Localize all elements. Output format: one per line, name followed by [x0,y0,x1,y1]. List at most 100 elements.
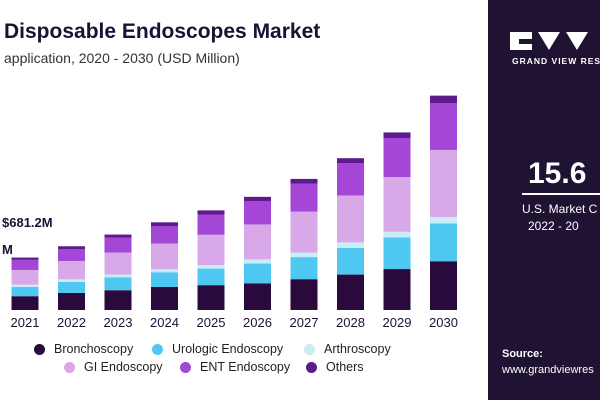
bar-2027-others [290,178,318,184]
forecast-range: 2022 - 20 [528,219,579,233]
bar-2027-gi-endoscopy [290,211,318,253]
x-tick-label-2030: 2030 [429,315,458,330]
bar-2029-others [383,132,411,138]
x-tick-label-2026: 2026 [243,315,272,330]
legend-dot-bronchoscopy [34,343,45,355]
legend-item-gi-endoscopy: GI Endoscopy [64,360,163,374]
bar-2025-urologic-endoscopy [197,268,225,286]
grand-view-logo-icon [510,32,588,50]
bar-2024-ent-endoscopy [151,226,178,244]
x-tick-label-2025: 2025 [197,315,226,330]
bar-2026-gi-endoscopy [244,224,271,260]
legend-item-urologic-endoscopy: Urologic Endoscopy [152,342,283,356]
legend-label-ent-endoscopy: ENT Endoscopy [200,360,291,374]
bar-2026-arthroscopy [244,259,271,264]
bar-2029-urologic-endoscopy [383,237,411,270]
legend-label-others: Others [326,360,364,374]
partial-value-annotation: M [2,242,13,257]
bar-2025-gi-endoscopy [197,234,225,266]
bar-2024-bronchoscopy [151,287,178,310]
bar-2022-gi-endoscopy [58,260,85,280]
bar-2026-ent-endoscopy [244,200,271,225]
bar-2023-gi-endoscopy [104,252,132,275]
legend-item-bronchoscopy: Bronchoscopy [34,342,133,356]
bar-2026-urologic-endoscopy [244,263,271,284]
bar-2027-arthroscopy [290,252,318,258]
bar-2021-ent-endoscopy [11,259,39,270]
bar-2022-bronchoscopy [58,292,85,310]
x-tick-label-2024: 2024 [150,315,179,330]
bar-2028-urologic-endoscopy [337,247,364,275]
bar-2021-urologic-endoscopy [11,287,39,297]
bar-2030-ent-endoscopy [430,103,457,150]
legend-dot-ent-endoscopy [180,361,191,373]
chart-title: Disposable Endoscopes Market [4,20,321,43]
bar-2022-ent-endoscopy [58,249,85,261]
x-tick-label-2029: 2029 [383,315,412,330]
x-tick-label-2028: 2028 [336,315,365,330]
bar-2021-gi-endoscopy [11,269,39,285]
bar-2023-urologic-endoscopy [104,277,132,291]
bar-2024-urologic-endoscopy [151,272,178,287]
legend-label-bronchoscopy: Bronchoscopy [54,342,134,356]
bar-2024-gi-endoscopy [151,243,178,270]
x-tick-label-2021: 2021 [11,315,40,330]
legend-dot-arthroscopy [304,343,315,355]
divider-line [522,193,600,195]
side-panel: GRAND VIEW RES 15.6 U.S. Market C 2022 -… [488,0,600,400]
legend-dot-others [306,361,317,373]
bar-2027-urologic-endoscopy [290,257,318,280]
bar-2023-arthroscopy [104,274,132,278]
legend-item-others: Others [306,360,364,374]
bar-2026-bronchoscopy [244,283,271,310]
bar-2023-bronchoscopy [104,290,132,310]
bar-2027-ent-endoscopy [290,183,318,212]
bar-2026-others [244,196,271,201]
bar-2025-ent-endoscopy [197,214,225,235]
market-metric-label: U.S. Market C [522,202,598,216]
bar-2022-others [58,246,85,250]
value-2020-annotation: $681.2M [2,215,53,230]
x-tick-label-2027: 2027 [290,315,319,330]
bar-2030-urologic-endoscopy [430,223,457,262]
bar-2022-arthroscopy [58,279,85,282]
bar-2024-arthroscopy [151,269,178,273]
legend-dot-urologic-endoscopy [152,343,163,355]
bar-2028-arthroscopy [337,242,364,248]
bar-2023-ent-endoscopy [104,237,132,253]
bar-2021-bronchoscopy [11,296,39,310]
bar-2027-bronchoscopy [290,279,318,310]
bar-2021-arthroscopy [11,284,39,287]
source-url[interactable]: www.grandviewres [502,364,594,376]
stacked-bar-chart: 2021 2022 2023 2024 2025 2026 2027 2028 2029 2030 [11,95,458,330]
bar-2028-others [337,158,364,164]
bar-2022-urologic-endoscopy [58,281,85,293]
market-size-value: 15.6 [528,157,587,190]
bar-2030-gi-endoscopy [430,149,457,218]
bar-2028-ent-endoscopy [337,163,364,196]
legend-item-arthroscopy: Arthroscopy [304,342,391,356]
bar-2030-bronchoscopy [430,261,457,310]
x-tick-label-2022: 2022 [57,315,86,330]
source-label: Source: [502,348,543,360]
legend-dot-gi-endoscopy [64,361,75,373]
bar-2025-others [197,210,225,215]
bar-2029-bronchoscopy [383,269,411,310]
bar-2030-arthroscopy [430,217,457,224]
legend-label-urologic-endoscopy: Urologic Endoscopy [172,342,284,356]
chart-subtitle: application, 2020 - 2030 (USD Million) [4,50,240,66]
brand-name: GRAND VIEW RES [512,56,600,66]
legend-item-ent-endoscopy: ENT Endoscopy [180,360,290,374]
bar-2024-others [151,222,178,227]
bar-2029-gi-endoscopy [383,177,411,232]
bar-2023-others [104,234,132,238]
bar-2029-arthroscopy [383,231,411,238]
legend-label-gi-endoscopy: GI Endoscopy [84,360,163,374]
bar-2028-bronchoscopy [337,274,364,310]
bar-2025-bronchoscopy [197,285,225,310]
bar-2029-ent-endoscopy [383,137,411,178]
bar-2030-others [430,95,457,103]
bar-2025-arthroscopy [197,265,225,269]
bar-2028-gi-endoscopy [337,195,364,243]
legend-label-arthroscopy: Arthroscopy [324,342,391,356]
